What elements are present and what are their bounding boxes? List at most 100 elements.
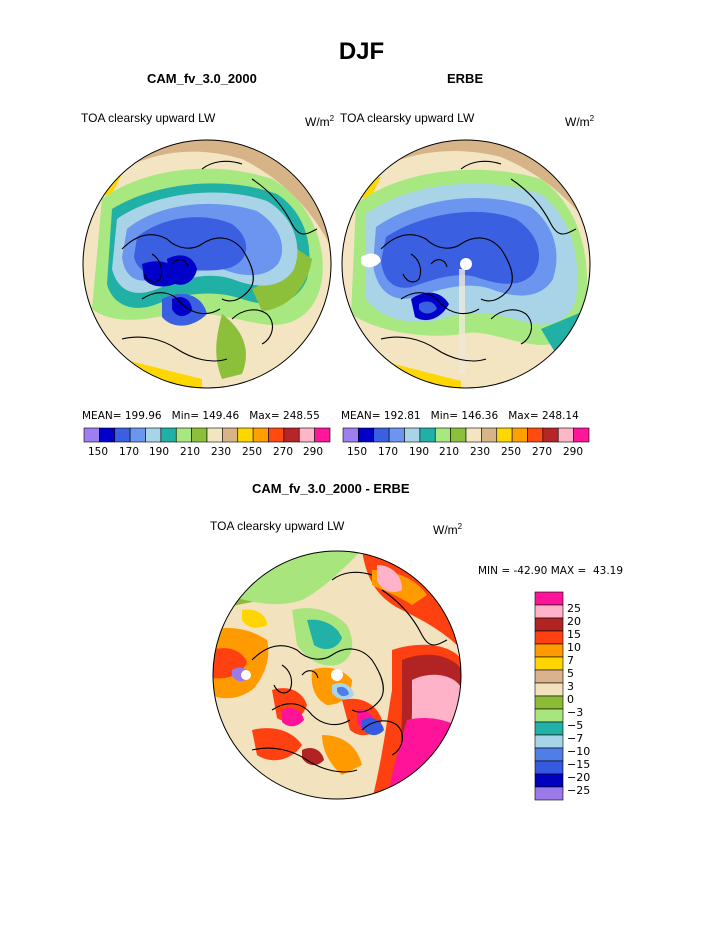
panel-3-map: [212, 550, 462, 800]
panel-2-tick: 290: [562, 446, 584, 458]
colorbar-swatch: [114, 427, 131, 443]
colorbar-swatch: [268, 427, 285, 443]
panel-1-tick: 250: [241, 446, 263, 458]
colorbar-swatch: [99, 427, 116, 443]
colorbar-swatch: [534, 656, 564, 671]
colorbar-swatch: [404, 427, 421, 443]
colorbar-swatch: [542, 427, 559, 443]
colorbar-swatch: [527, 427, 544, 443]
panel-1-tick: 230: [210, 446, 232, 458]
panel-1-tick: 150: [87, 446, 109, 458]
panel-2-tick: 190: [408, 446, 430, 458]
colorbar-swatch: [534, 708, 564, 723]
colorbar-swatch: [557, 427, 574, 443]
page-title: DJF: [338, 38, 385, 65]
panel-2-title: ERBE: [447, 71, 484, 86]
panel-2-units: W/m2: [565, 114, 595, 129]
panel-1-map: [82, 139, 332, 389]
panel-1-variable: TOA clearsky upward LW: [81, 111, 216, 125]
panel-1-max: 248.55: [283, 410, 320, 422]
panel-3-title: CAM_fv_3.0_2000 - ERBE: [252, 481, 410, 496]
panel-3-tick: −7: [567, 732, 584, 745]
panel-3-tick: −3: [567, 706, 584, 719]
panel-2-tick: 270: [531, 446, 553, 458]
panel-1-colorbar: [83, 427, 331, 443]
panel-3-tick: −15: [567, 758, 591, 771]
colorbar-swatch: [534, 734, 564, 749]
panel-3-stats: MIN = -42.90 MAX = 43.19: [478, 565, 623, 577]
colorbar-swatch: [534, 760, 564, 775]
panel-1-min-label: Min=: [171, 410, 200, 422]
panel-2-variable: TOA clearsky upward LW: [340, 111, 475, 125]
colorbar-swatch: [534, 747, 564, 762]
panel-1-tick: 290: [302, 446, 324, 458]
panel-2-tick: 250: [500, 446, 522, 458]
panel-2-tick: 170: [377, 446, 399, 458]
colorbar-swatch: [373, 427, 390, 443]
panel-3-units: W/m2: [433, 522, 463, 537]
panel-1-mean-label: MEAN=: [82, 410, 122, 422]
colorbar-swatch: [496, 427, 513, 443]
colorbar-swatch: [481, 427, 498, 443]
colorbar-swatch: [534, 617, 564, 632]
panel-1-tick: 210: [179, 446, 201, 458]
panel-2-colorbar: [342, 427, 590, 443]
panel-1-mean: 199.96: [124, 410, 162, 422]
panel-3-tick: 10: [567, 641, 581, 654]
colorbar-swatch: [252, 427, 269, 443]
panel-1-tick: 170: [118, 446, 140, 458]
colorbar-swatch: [534, 695, 564, 710]
colorbar-swatch: [534, 786, 564, 801]
panel-1-min: 149.46: [202, 410, 240, 422]
panel-3-tick: 5: [567, 667, 574, 680]
panel-3-tick: 7: [567, 654, 574, 667]
colorbar-swatch: [388, 427, 405, 443]
colorbar-swatch: [129, 427, 146, 443]
panel-3-tick: 3: [567, 680, 574, 693]
panel-2-min: 146.36: [461, 410, 499, 422]
panel-1-max-label: Max=: [249, 410, 280, 422]
colorbar-swatch: [160, 427, 177, 443]
colorbar-swatch: [450, 427, 467, 443]
panel-2-max: 248.14: [542, 410, 579, 422]
colorbar-swatch: [534, 643, 564, 658]
colorbar-swatch: [534, 682, 564, 697]
panel-2-tick: 230: [469, 446, 491, 458]
colorbar-swatch: [358, 427, 375, 443]
panel-3-colorbar: [534, 591, 564, 801]
colorbar-swatch: [534, 604, 564, 619]
panel-2-max-label: Max=: [508, 410, 539, 422]
panel-3-tick: −5: [567, 719, 584, 732]
panel-2-stats: MEAN= 192.81 Min= 146.36 Max= 248.14: [341, 410, 579, 422]
colorbar-swatch: [222, 427, 239, 443]
panel-2-mean: 192.81: [383, 410, 421, 422]
panel-3-tick: 25: [567, 602, 581, 615]
panel-2-tick: 210: [438, 446, 460, 458]
panel-3-tick: −10: [567, 745, 591, 758]
colorbar-swatch: [206, 427, 223, 443]
panel-2-min-label: Min=: [430, 410, 459, 422]
colorbar-swatch: [237, 427, 254, 443]
colorbar-swatch: [511, 427, 528, 443]
panel-1-tick: 190: [148, 446, 170, 458]
colorbar-swatch: [314, 427, 331, 443]
colorbar-swatch: [573, 427, 590, 443]
panel-3-min: -42.90: [513, 565, 548, 577]
panel-2-map: [341, 139, 591, 389]
colorbar-swatch: [298, 427, 315, 443]
colorbar-swatch: [83, 427, 100, 443]
colorbar-swatch: [175, 427, 192, 443]
colorbar-swatch: [534, 630, 564, 645]
panel-3-min-label: MIN =: [478, 565, 511, 577]
panel-3-tick: −20: [567, 771, 591, 784]
colorbar-swatch: [534, 669, 564, 684]
colorbar-swatch: [342, 427, 359, 443]
panel-2-mean-label: MEAN=: [341, 410, 381, 422]
colorbar-swatch: [145, 427, 162, 443]
panel-3-tick: 15: [567, 628, 581, 641]
colorbar-swatch: [534, 721, 564, 736]
panel-1-tick: 270: [272, 446, 294, 458]
colorbar-swatch: [434, 427, 451, 443]
colorbar-swatch: [283, 427, 300, 443]
panel-3-max: 43.19: [592, 565, 624, 577]
